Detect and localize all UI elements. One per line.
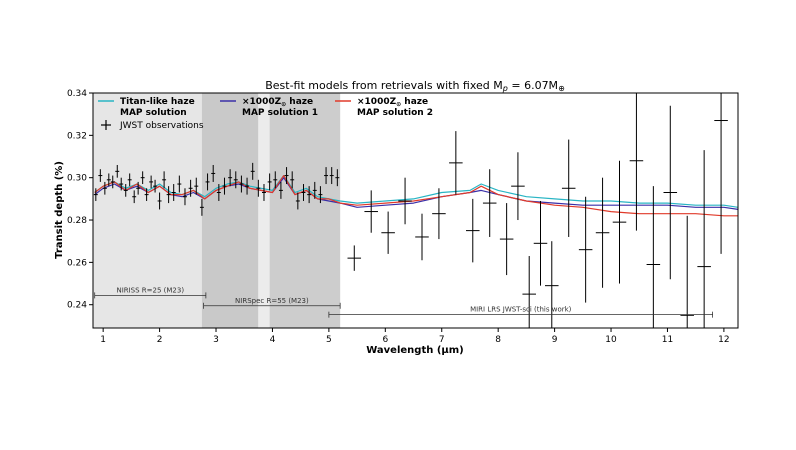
x-axis-ticks: 1 2 3 4 5 6 7 8 9 10 11 12	[100, 328, 730, 345]
range-label-1: NIRSpec R=55 (M23)	[235, 297, 309, 305]
legend-label-line2-0: MAP solution	[120, 108, 187, 118]
range-label-2: MIRI LRS JWST-sci (this work)	[470, 306, 572, 314]
legend-label-2: ×1000Z⊙ haze	[357, 97, 428, 108]
shaded-band-0	[93, 93, 202, 328]
plot-frame	[92, 92, 739, 329]
chart-title: Best-fit models from retrievals with fix…	[265, 79, 565, 93]
x-tick-label-10: 11	[662, 335, 673, 345]
model-lines	[94, 175, 739, 217]
y-axis-ticks: 0.24 0.26 0.28 0.30 0.32 0.34	[67, 89, 93, 311]
x-tick-label-7: 8	[495, 335, 501, 345]
legend-label-line2-1: MAP solution 1	[242, 108, 318, 118]
shaded-wavelength-bands	[93, 93, 341, 328]
observation-errorbars	[93, 93, 728, 328]
y-tick-label-0: 0.24	[67, 301, 87, 311]
legend-label-3: JWST observations	[119, 121, 204, 131]
x-tick-label-6: 7	[439, 335, 445, 345]
legend-label-0: Titan-like haze	[120, 97, 195, 107]
x-tick-label-8: 9	[552, 335, 558, 345]
shaded-band-1	[201, 93, 259, 328]
y-tick-label-4: 0.32	[67, 131, 87, 141]
range-label-0: NIRISS R=25 (M23)	[116, 286, 184, 294]
legend-label-1: ×1000Z⊙ haze	[242, 97, 313, 108]
y-tick-label-5: 0.34	[67, 89, 87, 99]
y-axis-label: Transit depth (%)	[54, 161, 65, 259]
y-tick-label-3: 0.30	[67, 174, 87, 184]
x-tick-label-2: 3	[213, 335, 219, 345]
x-tick-label-9: 10	[605, 335, 617, 345]
x-tick-label-11: 12	[718, 335, 729, 345]
shaded-band-3	[269, 93, 341, 328]
x-axis-label: Wavelength (μm)	[366, 345, 464, 356]
instrument-range-markers: NIRISS R=25 (M23) NIRSpec R=55 (M23) MIRI …	[94, 286, 714, 318]
x-tick-label-1: 2	[157, 335, 163, 345]
shaded-band-2	[258, 93, 270, 328]
x-tick-label-0: 1	[100, 335, 106, 345]
series-line-2	[94, 175, 738, 217]
x-tick-label-4: 5	[326, 335, 332, 345]
x-tick-label-3: 4	[270, 335, 276, 345]
y-tick-label-1: 0.26	[67, 258, 87, 268]
legend-label-line2-2: MAP solution 2	[357, 108, 433, 118]
series-line-0	[94, 175, 739, 208]
y-tick-label-2: 0.28	[67, 216, 87, 226]
x-tick-label-5: 6	[382, 335, 388, 345]
